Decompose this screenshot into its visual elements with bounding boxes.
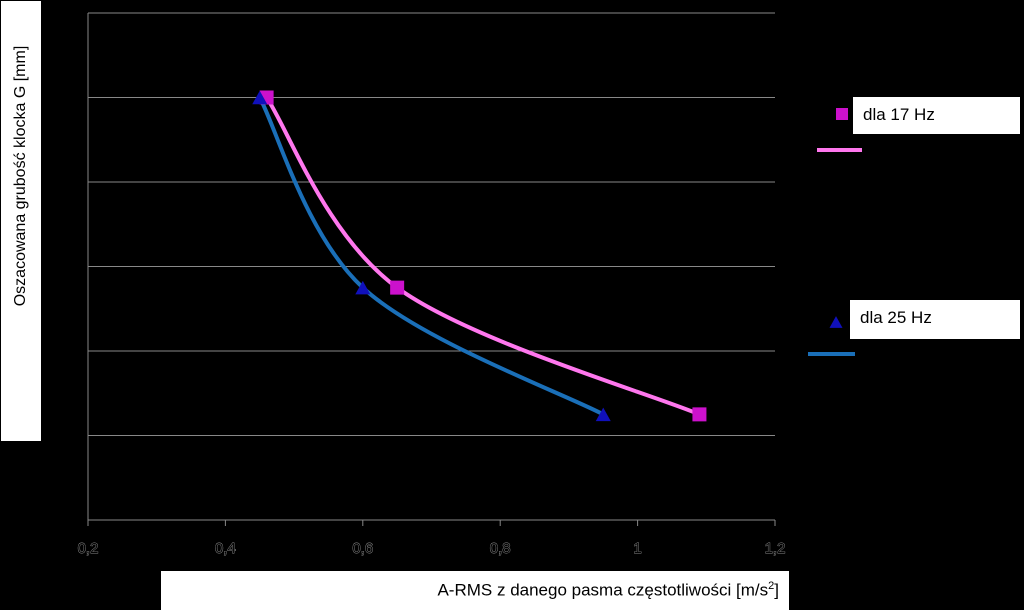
x-axis-title-end: ]: [774, 580, 779, 600]
legend-marker-17hz: [836, 108, 848, 120]
data-point-25hz: [355, 280, 371, 295]
data-point-17hz: [692, 407, 707, 422]
x-tick-label: 1: [633, 540, 641, 557]
x-tick-label: 0,6: [352, 540, 373, 557]
gridlines: [88, 12, 775, 436]
legend-label-17hz: dla 17 Hz: [863, 105, 935, 124]
legend-entry-25hz: dla 25 Hz: [850, 300, 1020, 339]
legend-label-25hz: dla 25 Hz: [860, 308, 932, 327]
series-markers: [252, 90, 707, 422]
legend-entry-17hz: dla 17 Hz: [853, 97, 1020, 134]
y-axis-title: Oszacowana grubość klocka G [mm]: [12, 45, 29, 307]
x-axis-title-text: A-RMS z danego pasma częstotliwości [m/s: [437, 580, 769, 600]
x-tick-label: 0,8: [490, 540, 511, 557]
data-point-25hz: [252, 90, 268, 105]
series-line-17hz: [264, 95, 702, 417]
x-tick-labels: 0,2 0,4 0,6 0,8 1 1,2: [77, 540, 786, 558]
x-tick-label: 0,2: [78, 540, 99, 557]
x-axis-title-box: A-RMS z danego pasma częstotliwości [m/s…: [161, 571, 789, 610]
legend-marker-25hz: [829, 316, 843, 328]
axes: [87, 13, 776, 526]
series-curves: [257, 95, 702, 417]
x-tick-label: 1,2: [765, 540, 786, 557]
data-point-25hz: [595, 407, 611, 422]
y-axis-title-box: Oszacowana grubość klocka G [mm]: [1, 1, 41, 441]
x-axis-title-superscript: 2: [768, 580, 775, 592]
data-point-17hz: [390, 280, 405, 295]
x-axis-title: A-RMS z danego pasma częstotliwości [m/s…: [437, 580, 779, 601]
legend: [808, 108, 862, 356]
series-line-25hz: [257, 95, 606, 417]
x-tick-label: 0,4: [215, 540, 236, 557]
